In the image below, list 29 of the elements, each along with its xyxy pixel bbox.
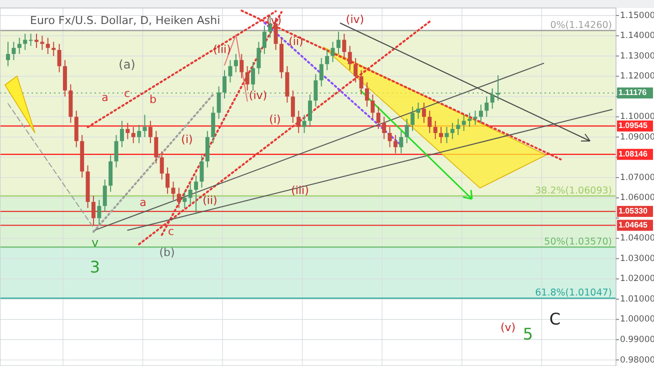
annotation: (i) (269, 113, 281, 126)
annotation: (ii) (202, 194, 218, 208)
text: 1.11176 (618, 88, 648, 98)
annotation: (b) (159, 246, 175, 260)
annotation: (ii) (288, 35, 304, 48)
text: 1.05330 (618, 206, 648, 216)
annotation: (a) (118, 57, 136, 72)
annotation: 3 (90, 257, 100, 276)
annotation: C (549, 309, 561, 328)
text: Euro Fx/U.S. Dollar, D, Heiken Ashi (30, 14, 220, 27)
annotation: c (168, 225, 174, 238)
annotation: a (140, 196, 146, 210)
annotation: b (150, 93, 157, 106)
ref-line-label: 38.2%(1.06093) (535, 185, 612, 196)
text: 1.09545 (618, 121, 648, 130)
text: 1.04645 (618, 220, 648, 230)
annotation: c (124, 87, 130, 100)
annotation: v (91, 235, 99, 250)
annotation: (iv) (248, 89, 268, 102)
annotation: (v) (500, 321, 516, 334)
annotation: 5 (522, 324, 534, 344)
text: 1.08146 (618, 149, 648, 158)
annotation: (iii) (291, 184, 309, 198)
ref-line-label: 61.8%(1.01047) (535, 288, 612, 299)
ref-line-label: 50%(1.03570) (544, 236, 612, 248)
ref-line-label: 0%(1.14260) (550, 20, 612, 31)
annotation: (i) (181, 133, 193, 146)
annotation: (iv) (346, 13, 364, 26)
annotation: a (102, 91, 108, 104)
